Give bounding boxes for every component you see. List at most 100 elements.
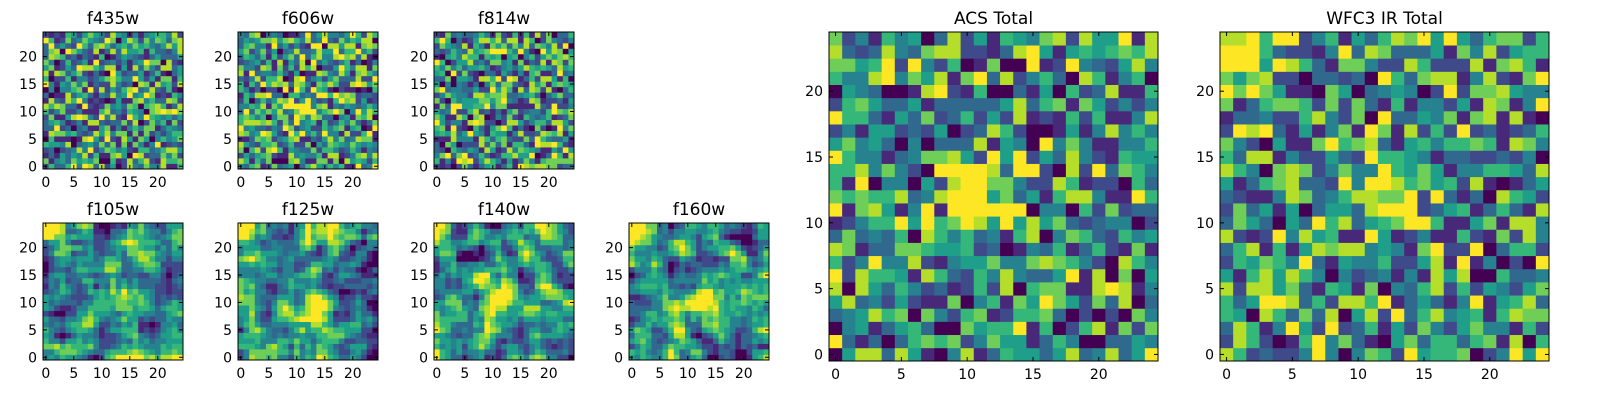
heatmap-cell [518, 70, 524, 77]
heatmap-cell [523, 239, 530, 246]
heatmap-cell [243, 97, 250, 104]
heatmap-cell [350, 48, 356, 55]
heatmap-cell [115, 97, 122, 104]
heatmap-cell [350, 332, 356, 339]
heatmap-cell [149, 92, 156, 99]
heatmap-cell [551, 266, 558, 273]
heatmap-cell [506, 136, 513, 142]
heatmap-cell [104, 299, 111, 306]
heatmap-cell [1092, 308, 1106, 322]
heatmap-cell [333, 141, 340, 148]
heatmap-cell [960, 163, 975, 178]
heatmap-cell [757, 244, 764, 251]
heatmap-cell [361, 86, 368, 93]
heatmap-cell [495, 277, 502, 284]
heatmap-cell [121, 277, 128, 284]
heatmap-cell [260, 233, 267, 240]
heatmap-cell [277, 136, 284, 142]
heatmap-cell [534, 48, 541, 55]
heatmap-cell [344, 327, 351, 333]
heatmap-cell [115, 266, 122, 273]
heatmap-cell [434, 147, 440, 153]
heatmap-cell [456, 338, 463, 344]
x-tick-label: 20 [344, 175, 362, 191]
heatmap-cell [634, 288, 641, 295]
heatmap-cell [322, 136, 328, 142]
heatmap-cell [294, 64, 300, 71]
heatmap-cell [115, 272, 122, 279]
heatmap-cell [171, 283, 178, 290]
heatmap-cell [518, 288, 524, 295]
heatmap-cell [645, 277, 652, 284]
heatmap-cell [724, 294, 731, 301]
heatmap-cell [127, 250, 133, 257]
heatmap-cell [907, 255, 922, 270]
heatmap-cell [551, 354, 558, 361]
heatmap-cell [99, 136, 105, 142]
heatmap-cell [271, 288, 278, 295]
heatmap-cell [355, 283, 362, 290]
heatmap-cell [445, 239, 452, 246]
heatmap-cell [305, 338, 312, 344]
heatmap-cell [484, 343, 491, 350]
heatmap-cell [478, 316, 485, 322]
heatmap-cell [344, 119, 351, 126]
heatmap-cell [93, 321, 100, 328]
heatmap-cell [294, 283, 300, 290]
heatmap-cell [93, 53, 100, 60]
heatmap-cell [986, 282, 1001, 296]
heatmap-cell [546, 158, 552, 164]
heatmap-cell [568, 48, 575, 55]
heatmap-cell [271, 147, 278, 153]
heatmap-cell [473, 59, 480, 66]
heatmap-cell [249, 294, 256, 301]
x-tick-label: 0 [236, 175, 245, 191]
heatmap-cell [322, 152, 328, 159]
heatmap-cell [634, 343, 641, 350]
heatmap-cell [523, 42, 530, 49]
heatmap-cell [243, 119, 250, 126]
heatmap-cell [434, 349, 440, 355]
heatmap-cell [947, 216, 961, 230]
y-tick-label: 0 [28, 350, 37, 366]
heatmap-cell [132, 152, 139, 159]
heatmap-cell [65, 147, 72, 153]
heatmap-cell [881, 189, 896, 204]
y-tick-label: 20 [19, 241, 37, 257]
heatmap-cell [372, 338, 379, 344]
heatmap-cell [973, 163, 988, 178]
heatmap-cell [685, 266, 691, 273]
heatmap-cell [160, 86, 167, 93]
heatmap-cell [462, 288, 468, 295]
heatmap-cell [155, 103, 161, 110]
heatmap-cell [523, 108, 530, 115]
heatmap-cell [518, 86, 524, 93]
heatmap-cell [344, 37, 351, 44]
heatmap-cell [333, 152, 340, 159]
heatmap-cell [557, 283, 564, 290]
heatmap-cell [294, 332, 300, 339]
heatmap-cell [1079, 295, 1093, 309]
heatmap-cell [713, 310, 719, 317]
heatmap-cell [679, 261, 686, 268]
heatmap-cell [132, 294, 139, 301]
heatmap-cell [445, 250, 452, 257]
heatmap-cell [310, 250, 317, 257]
heatmap-cell [490, 349, 496, 355]
heatmap-cell [668, 294, 675, 301]
heatmap-cell [490, 321, 496, 328]
heatmap-cell [434, 316, 440, 322]
heatmap-cell [746, 261, 753, 268]
heatmap-cell [707, 239, 714, 246]
heatmap-cell [450, 114, 457, 121]
heatmap-cell [288, 136, 295, 142]
heatmap-cell [121, 239, 128, 246]
heatmap-cell [568, 233, 575, 240]
heatmap-cell [65, 97, 72, 104]
heatmap-cell [445, 64, 452, 71]
heatmap-cell [99, 349, 105, 355]
heatmap-cell [254, 130, 261, 137]
heatmap-cell [93, 354, 100, 361]
heatmap-cell [82, 158, 89, 164]
heatmap-cell [701, 272, 708, 279]
